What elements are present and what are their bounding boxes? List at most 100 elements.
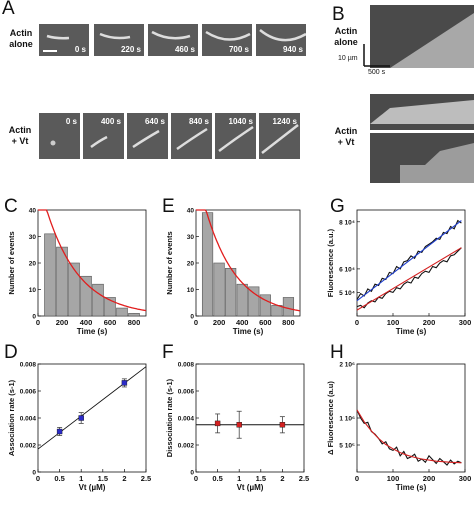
x-tick-label-f: 2 (280, 474, 284, 483)
x-tick-label-d: 0 (36, 474, 40, 483)
micrograph-frame: 220 s (94, 24, 144, 56)
histogram-bar-e (271, 305, 283, 317)
series-line-g (356, 247, 462, 309)
y-axis-label-g: Fluorescence (a.u.) (326, 228, 335, 297)
x-tick-label-h: 0 (355, 474, 359, 483)
plot-frame-f (195, 363, 305, 473)
series-line-h (356, 409, 462, 464)
y-tick-label-e: 40 (187, 208, 195, 215)
x-tick-label-e: 400 (236, 318, 249, 327)
y-tick-label-f: 0.008 (178, 362, 195, 369)
x-tick-label-g: 300 (459, 318, 472, 327)
x-tick-label-f: 2.5 (299, 474, 309, 483)
x-tick-label-g: 200 (423, 318, 436, 327)
data-point-f (214, 420, 221, 427)
y-axis-label-e: Number of events (165, 231, 174, 294)
fit-line-d (37, 366, 147, 450)
row-label-line: alone (334, 37, 358, 47)
y-tick-label-d: 0.002 (20, 443, 37, 450)
y-axis-label-h: Δ Fluorescence (a.u) (326, 381, 335, 455)
micrograph-frame: 940 s (256, 24, 306, 56)
panel-label-c: C (4, 196, 18, 217)
scale-bar-length: 10 µm (338, 55, 358, 62)
x-tick-label-c: 0 (36, 318, 40, 327)
frame-time: 1240 s (272, 117, 297, 126)
series-line-g (356, 247, 462, 311)
histogram-bar-c (44, 233, 56, 317)
histogram-bar-c (128, 313, 140, 317)
y-tick-label-c: 20 (29, 261, 37, 268)
x-tick-label-h: 300 (459, 474, 472, 483)
frame-time: 640 s (144, 117, 165, 126)
row-label-line: Actin (334, 126, 358, 136)
scale-bar-time: 500 s (368, 69, 386, 76)
x-tick-label-f: 1 (237, 474, 241, 483)
x-axis-label-e: Time (s) (233, 327, 264, 336)
plot-frame-g (356, 209, 466, 317)
y-tick-label-c: 10 (29, 287, 37, 294)
data-point-f (279, 422, 286, 428)
frame-time: 0 s (65, 117, 77, 126)
y-tick-label-g: 8 10⁴ (339, 219, 355, 226)
histogram-bar-c (80, 275, 92, 317)
kymograph-label-actin-vt: Actin + Vt (326, 126, 366, 148)
frame-time: 700 s (228, 45, 249, 54)
y-tick-label-c: 30 (29, 234, 37, 241)
exponential-fit-e (196, 209, 301, 312)
y-tick-label-d: 0.008 (20, 362, 37, 369)
row-label-actin-vt: Actin + Vt (0, 125, 40, 147)
y-tick-label-h: 1 10⁶ (339, 416, 355, 423)
y-tick-label-e: 20 (187, 261, 195, 268)
x-axis-label-d: Vt (µM) (79, 483, 106, 492)
y-tick-label-f: 0.006 (178, 389, 195, 396)
row-label-line: Actin (334, 26, 358, 36)
y-tick-label-g: 6 10⁴ (339, 266, 355, 273)
micrograph-frame: 460 s (148, 24, 198, 56)
histogram-bar-e (248, 286, 260, 317)
panel-label-g: G (330, 196, 345, 217)
panel-label-h: H (330, 342, 344, 363)
x-tick-label-c: 400 (80, 318, 93, 327)
x-tick-label-e: 200 (213, 318, 226, 327)
x-axis-label-f: Vt (µM) (237, 483, 264, 492)
data-point-d (78, 415, 84, 421)
exponential-fit-c (38, 209, 147, 312)
x-tick-label-e: 0 (194, 318, 198, 327)
x-tick-label-d: 2.5 (141, 474, 151, 483)
x-axis-label-c: Time (s) (77, 327, 108, 336)
kymograph-label-actin-alone: Actin alone (326, 26, 366, 48)
panel-label-a: A (2, 0, 15, 19)
y-tick-label-e: 30 (187, 234, 195, 241)
x-tick-label-f: 1.5 (256, 474, 266, 483)
micrograph-frame: 0 s (39, 24, 89, 56)
y-tick-label-d: 0.004 (20, 416, 37, 423)
histogram-bar-e (282, 297, 295, 317)
x-tick-label-c: 200 (56, 318, 69, 327)
panel-label-f: F (162, 342, 174, 363)
histogram-bar-e (236, 283, 248, 317)
y-tick-label-c: 40 (29, 208, 37, 215)
row-label-line: + Vt (11, 136, 29, 146)
panel-label-e: E (162, 196, 175, 217)
series-line-g (356, 219, 462, 300)
row-label-line: alone (9, 39, 33, 49)
x-tick-label-h: 100 (387, 474, 400, 483)
panel-label-b: B (332, 4, 345, 25)
y-tick-label-c: 0 (32, 314, 36, 321)
micrograph-frame: 0 s (39, 113, 80, 159)
histogram-bar-e (225, 267, 237, 317)
y-tick-label-d: 0 (32, 470, 36, 477)
frame-time: 1040 s (228, 117, 253, 126)
series-line-g (356, 220, 462, 302)
y-tick-label-e: 10 (187, 287, 195, 294)
y-tick-label-f: 0.004 (178, 416, 195, 423)
frame-time: 400 s (100, 117, 121, 126)
x-tick-label-e: 800 (282, 318, 295, 327)
x-tick-label-g: 0 (355, 318, 359, 327)
row-label-line: Actin (9, 28, 33, 38)
histogram-bar-e (213, 262, 225, 317)
frame-time: 220 s (120, 45, 141, 54)
micrograph-frame: 640 s (127, 113, 168, 159)
frame-time: 940 s (282, 45, 303, 54)
